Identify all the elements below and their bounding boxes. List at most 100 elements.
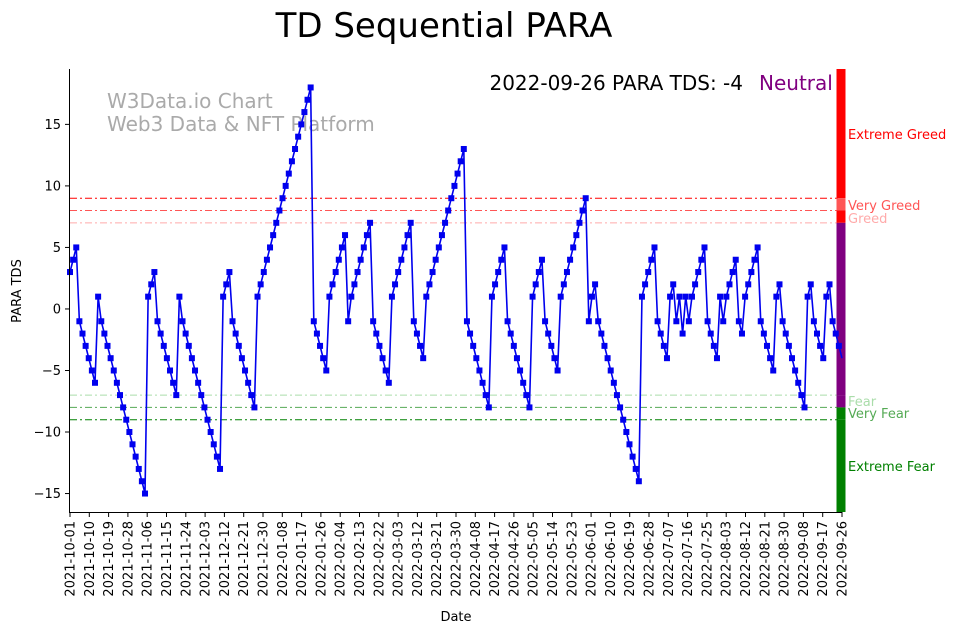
- data-point-155: [551, 355, 558, 362]
- data-point-183: [638, 293, 645, 300]
- data-point-27: [151, 269, 158, 276]
- zone-label-fear: Fear: [848, 395, 877, 410]
- data-point-245: [832, 330, 839, 337]
- zone-label-very-greed: Very Greed: [848, 199, 920, 214]
- data-point-144: [517, 367, 524, 374]
- data-point-117: [432, 256, 439, 263]
- x-ticks: 2021-10-01 2021-10-10 2021-10-19 2021-10-28…: [64, 512, 851, 597]
- data-point-62: [260, 269, 267, 276]
- data-point-184: [642, 281, 649, 288]
- data-point-221: [757, 318, 764, 325]
- y-tick-label: −5: [42, 364, 61, 379]
- data-point-2: [73, 244, 80, 251]
- data-point-139: [501, 244, 508, 251]
- data-point-156: [554, 367, 561, 374]
- data-point-42: [198, 392, 205, 399]
- y-axis-label: PARA TDS: [10, 259, 25, 323]
- data-point-99: [376, 342, 383, 349]
- data-point-45: [207, 429, 214, 436]
- data-point-240: [817, 342, 824, 349]
- data-point-153: [545, 330, 552, 337]
- data-point-98: [373, 330, 380, 337]
- data-point-89: [345, 318, 352, 325]
- data-point-164: [579, 207, 586, 214]
- x-tick-label: 2022-09-17: [816, 521, 831, 597]
- data-point-115: [426, 281, 433, 288]
- data-point-5: [82, 342, 89, 349]
- watermark-line-1: W3Data.io Chart: [107, 89, 273, 113]
- x-tick-label: 2022-04-26: [507, 521, 522, 597]
- data-point-216: [742, 293, 749, 300]
- x-tick-label: 2022-03-12: [411, 521, 426, 597]
- data-point-200: [692, 281, 699, 288]
- data-point-224: [767, 355, 774, 362]
- data-point-189: [657, 330, 664, 337]
- x-tick-label: 2022-08-30: [778, 521, 793, 597]
- x-tick-label: 2022-07-07: [662, 521, 677, 597]
- data-point-113: [420, 355, 427, 362]
- x-tick-label: 2022-08-12: [739, 521, 754, 597]
- data-point-132: [479, 379, 486, 386]
- data-point-138: [498, 256, 505, 263]
- data-point-46: [210, 441, 217, 448]
- data-point-120: [442, 219, 449, 226]
- data-point-83: [326, 293, 333, 300]
- series-line: [69, 86, 843, 495]
- data-point-61: [257, 281, 264, 288]
- data-point-231: [788, 355, 795, 362]
- x-tick-label: 2022-09-26: [836, 521, 851, 597]
- x-tick-label: 2022-04-17: [488, 521, 503, 597]
- data-point-217: [745, 281, 752, 288]
- data-point-188: [654, 318, 661, 325]
- data-point-204: [704, 318, 711, 325]
- data-point-80: [317, 342, 324, 349]
- data-point-197: [682, 293, 689, 300]
- data-point-34: [173, 392, 180, 399]
- data-point-43: [201, 404, 208, 411]
- data-point-209: [720, 318, 727, 325]
- data-point-154: [548, 342, 555, 349]
- data-point-244: [829, 318, 836, 325]
- data-point-90: [348, 293, 355, 300]
- data-point-37: [182, 330, 189, 337]
- data-point-87: [338, 244, 345, 251]
- data-point-75: [301, 109, 308, 116]
- data-point-88: [342, 232, 349, 239]
- status-text: 2022-09-26 PARA TDS: -4: [489, 71, 743, 95]
- data-point-69: [282, 182, 289, 189]
- data-point-59: [251, 404, 258, 411]
- data-point-239: [814, 330, 820, 337]
- data-point-202: [698, 256, 705, 263]
- data-point-176: [617, 404, 624, 411]
- data-point-207: [713, 355, 720, 362]
- data-point-93: [357, 256, 364, 263]
- data-point-161: [570, 244, 577, 251]
- data-point-106: [398, 256, 405, 263]
- data-point-196: [679, 330, 686, 337]
- data-point-68: [279, 195, 286, 202]
- data-point-203: [701, 244, 708, 251]
- data-point-167: [588, 293, 595, 300]
- data-point-186: [648, 256, 655, 263]
- x-tick-label: 2021-12-03: [199, 521, 214, 597]
- data-point-55: [238, 355, 245, 362]
- y-tick-label: −15: [34, 487, 61, 502]
- data-point-211: [726, 281, 733, 288]
- x-tick-label: 2022-05-23: [565, 521, 580, 597]
- zone-label-extreme-fear: Extreme Fear: [848, 460, 936, 475]
- x-tick-label: 2022-03-21: [430, 521, 445, 597]
- watermark: W3Data.io Chart Web3 Data & NFT Platform: [107, 89, 375, 136]
- data-point-227: [776, 281, 783, 288]
- data-point-39: [188, 355, 195, 362]
- data-point-72: [292, 145, 299, 152]
- data-point-128: [467, 330, 474, 337]
- data-point-136: [492, 281, 499, 288]
- data-point-149: [532, 281, 539, 288]
- data-point-235: [801, 404, 808, 411]
- data-point-246: [835, 342, 842, 349]
- data-point-78: [310, 318, 317, 325]
- zone-bar-fear: [836, 395, 846, 408]
- data-point-50: [223, 281, 230, 288]
